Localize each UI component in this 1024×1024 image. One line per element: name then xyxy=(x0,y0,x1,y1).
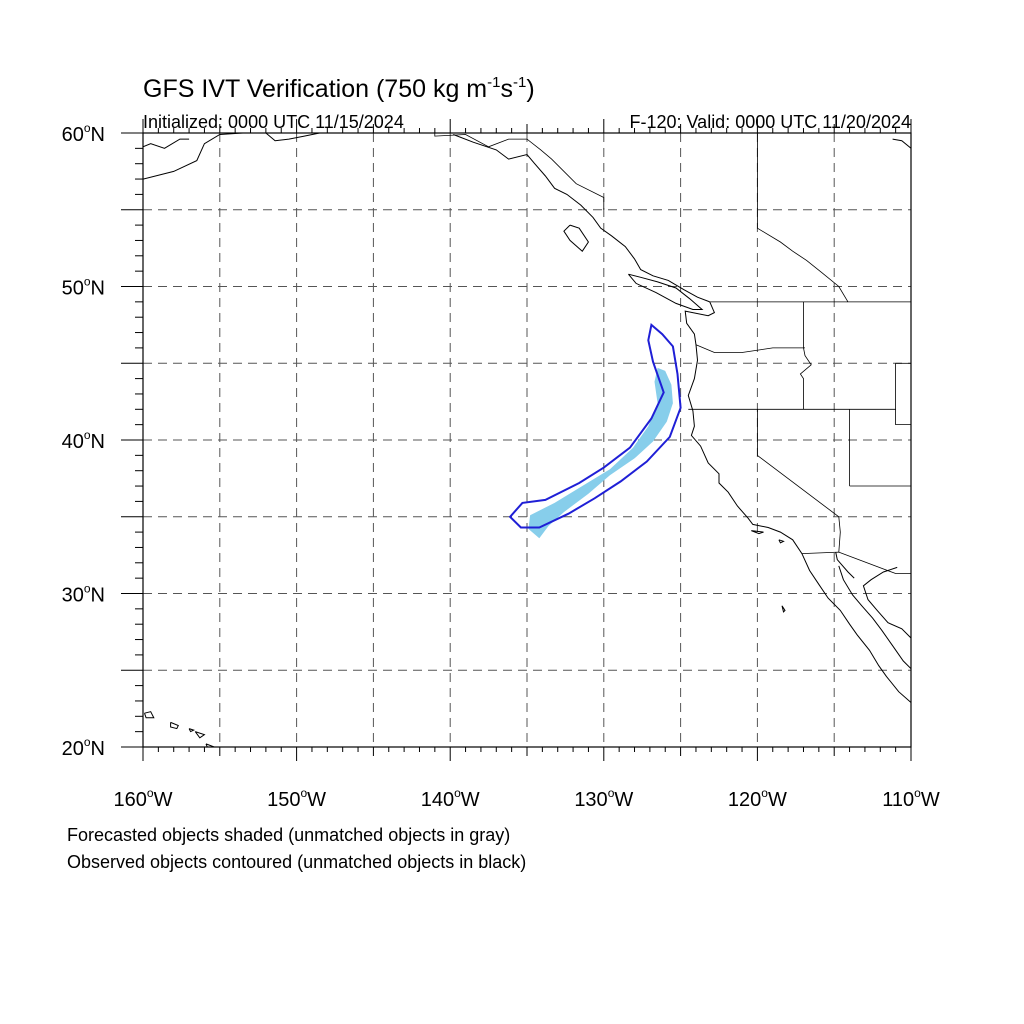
political-border xyxy=(434,133,605,210)
forecast-ivt-object xyxy=(528,367,673,539)
geographic-outlines xyxy=(143,133,911,747)
coastline xyxy=(838,565,911,670)
lat-tick-label: 60oN xyxy=(62,121,105,146)
coastline xyxy=(862,566,911,639)
valid-time-label: F-120: Valid: 0000 UTC 11/20/2024 xyxy=(629,112,911,132)
coastline xyxy=(194,731,206,739)
lon-tick-label: 150oW xyxy=(267,786,326,811)
coastline xyxy=(781,605,786,613)
axis-labels: 60oN 50oN 40oN 30oN 20oN 160oW 150oW 140oW 130oW… xyxy=(62,121,940,811)
coastline xyxy=(143,133,243,180)
lon-tick-label: 160oW xyxy=(114,786,173,811)
lat-tick-label: 20oN xyxy=(62,735,105,760)
observed-objects-note: Observed objects contoured (unmatched ob… xyxy=(67,852,527,872)
lat-tick-label: 30oN xyxy=(62,582,105,607)
lon-tick-label: 130oW xyxy=(574,786,633,811)
ivt-objects xyxy=(508,323,682,539)
political-border xyxy=(838,516,841,553)
axis-ticks xyxy=(121,119,912,761)
coastline xyxy=(684,301,911,703)
coastline xyxy=(778,539,785,544)
coastline xyxy=(143,138,190,149)
coastline xyxy=(144,711,155,719)
lon-tick-label: 120oW xyxy=(728,786,787,811)
lon-tick-label: 140oW xyxy=(421,786,480,811)
coastline xyxy=(751,530,764,535)
lat-tick-label: 50oN xyxy=(62,275,105,300)
graticule-grid xyxy=(143,133,911,747)
coastline xyxy=(628,273,704,310)
coastline xyxy=(892,138,911,149)
coastline xyxy=(205,743,216,747)
coastline xyxy=(170,721,179,730)
coastline xyxy=(563,224,590,252)
political-border xyxy=(895,363,911,426)
initialized-time-label: Initialized: 0000 UTC 11/15/2024 xyxy=(143,112,404,132)
observed-ivt-contour xyxy=(508,323,682,529)
political-border xyxy=(801,551,911,574)
forecast-objects-note: Forecasted objects shaded (unmatched obj… xyxy=(67,825,511,845)
coastline xyxy=(265,133,320,142)
political-border xyxy=(757,133,849,303)
coastline xyxy=(453,134,710,303)
coastline xyxy=(188,728,196,733)
political-border xyxy=(695,344,805,353)
lon-tick-label: 110oW xyxy=(882,786,940,811)
coastline xyxy=(835,551,855,579)
lat-tick-label: 40oN xyxy=(62,428,105,453)
figure-title: GFS IVT Verification (750 kg m-1s-1) xyxy=(143,74,535,103)
political-border xyxy=(757,409,840,518)
